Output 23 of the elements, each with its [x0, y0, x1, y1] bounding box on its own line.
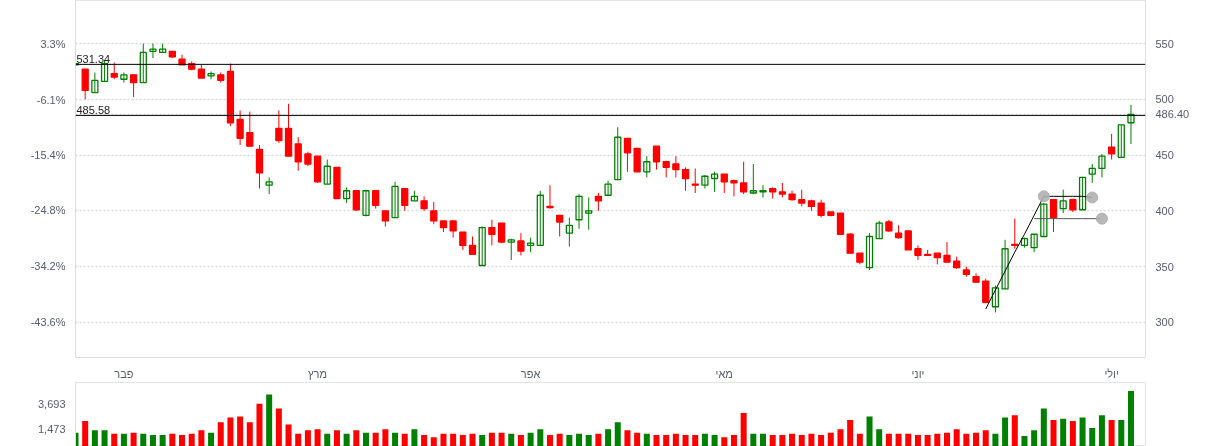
y-tick-label: 350 [1155, 260, 1174, 273]
y2-tick-label: 3.3% [40, 37, 66, 50]
y2-tick-label: -24.8% [30, 204, 66, 217]
y-tick-label: 450 [1155, 149, 1174, 162]
y2-tick-label: -6.1% [36, 93, 66, 106]
x-tick-label: מרץ [308, 367, 328, 380]
y2-tick-label: -43.6% [30, 315, 66, 328]
y-tick-label: 486.40 [1155, 108, 1190, 121]
x-tick-label: פבר [114, 367, 134, 380]
y-tick-label: 500 [1155, 93, 1174, 106]
x-tick-label: מאי [715, 367, 733, 380]
y2-tick-label: -34.2% [30, 260, 66, 273]
y-tick-label: 550 [1155, 37, 1174, 50]
x-tick-label: אפר [520, 367, 541, 380]
ref-line-label: 531.34 [76, 53, 111, 66]
y2-tick-label: -15.4% [30, 148, 66, 161]
y-tick-label: 300 [1155, 316, 1174, 329]
y-tick-label: 400 [1155, 204, 1174, 217]
ref-line-label: 485.58 [76, 104, 111, 117]
y-tick-label: 3,693 [37, 397, 66, 410]
y-tick-label: 1,473 [37, 423, 66, 436]
x-tick-label: יולי [1104, 367, 1119, 380]
x-tick-label: יוני [911, 367, 925, 380]
